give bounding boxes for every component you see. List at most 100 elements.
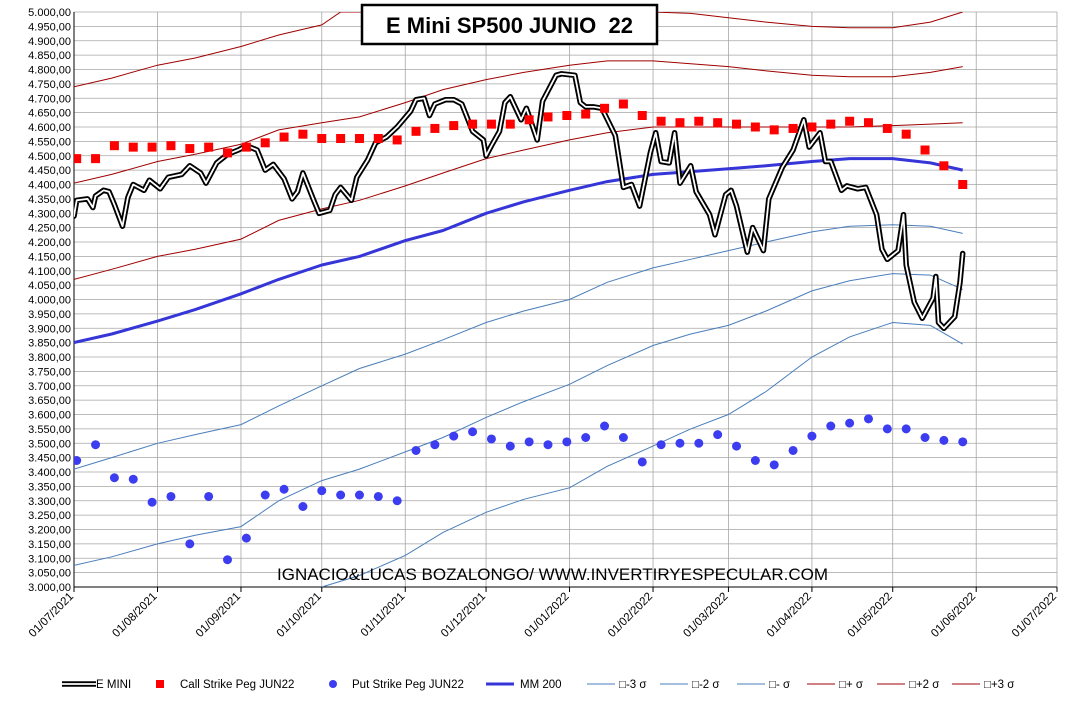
put-strike-marker [618, 433, 628, 442]
put-strike-marker [524, 437, 534, 447]
legend-label: □+2 σ [909, 679, 939, 691]
x-tick-label: 01/07/2021 [27, 591, 76, 640]
y-tick-label: 4.100,00 [28, 266, 71, 278]
put-strike-marker [505, 441, 515, 451]
y-tick-label: 3.350,00 [28, 481, 71, 493]
put-strike-marker [543, 440, 553, 450]
call-strike-marker [713, 118, 723, 128]
call-strike-marker [74, 154, 82, 164]
call-strike-marker [656, 116, 666, 126]
y-tick-label: 3.450,00 [28, 453, 71, 465]
y-tick-label: 3.850,00 [28, 338, 71, 350]
call-strike-marker [449, 121, 459, 131]
y-tick-label: 4.600,00 [28, 122, 71, 134]
y-tick-label: 4.500,00 [28, 151, 71, 163]
legend-item: □+2 σ [877, 679, 939, 691]
y-tick-label: 3.600,00 [28, 410, 71, 422]
legend-item: Call Strike Peg JUN22 [156, 679, 294, 691]
call-strike-marker [675, 118, 685, 128]
put-strike-marker [449, 431, 459, 441]
sigma-band-line [74, 122, 963, 280]
call-strike-marker [505, 119, 515, 129]
call-strike-marker [91, 154, 101, 164]
y-tick-label: 4.650,00 [28, 108, 71, 120]
put-strike-marker [486, 434, 496, 444]
y-tick-label: 3.750,00 [28, 366, 71, 378]
put-strike-marker [656, 440, 666, 450]
y-tick-label: 3.150,00 [28, 539, 71, 551]
put-strike-marker [430, 440, 440, 450]
call-strike-marker [543, 112, 553, 122]
call-strike-marker [185, 144, 195, 154]
put-strike-marker [713, 430, 723, 440]
call-strike-marker [863, 118, 873, 128]
x-tick-label: 01/06/2022 [929, 591, 978, 640]
put-strike-marker [166, 491, 176, 501]
emini-line-inner [74, 72, 964, 330]
call-strike-marker [581, 109, 591, 119]
call-strike-marker [204, 142, 214, 152]
legend-item: MM 200 [486, 679, 562, 691]
call-strike-marker [298, 129, 308, 139]
put-strike-marker [863, 414, 873, 424]
put-strike-marker [109, 473, 119, 483]
legend-item: □+3 σ [952, 679, 1014, 691]
call-strike-marker [694, 116, 704, 126]
y-tick-label: 4.050,00 [28, 280, 71, 292]
y-tick-label: 4.400,00 [28, 180, 71, 192]
legend-label: □+ σ [839, 679, 863, 691]
watermark-text: IGNACIO&LUCAS BOZALONGO/ WWW.INVERTIRYES… [277, 565, 828, 584]
call-strike-marker [223, 148, 233, 158]
y-tick-label: 4.800,00 [28, 65, 71, 77]
call-strike-marker [260, 138, 270, 148]
legend-item: □- σ [737, 679, 790, 691]
y-tick-label: 4.150,00 [28, 251, 71, 263]
grid-lines [73, 11, 1058, 588]
put-strike-marker [901, 424, 911, 434]
y-tick-label: 3.500,00 [28, 438, 71, 450]
put-strike-marker [600, 421, 610, 431]
y-tick-label: 4.350,00 [28, 194, 71, 206]
x-tick-label: 01/08/2021 [110, 591, 159, 640]
put-strike-marker [939, 435, 949, 445]
put-strike-marker [788, 445, 798, 455]
y-tick-label: 3.900,00 [28, 323, 71, 335]
y-tick-label: 3.300,00 [28, 496, 71, 508]
y-tick-label: 3.050,00 [28, 568, 71, 580]
sigma-band-line [321, 321, 963, 587]
y-tick-label: 4.700,00 [28, 93, 71, 105]
put-strike-marker [354, 490, 364, 500]
call-strike-marker [468, 119, 478, 129]
call-strike-marker [166, 141, 176, 151]
legend-label: □- σ [769, 679, 790, 691]
call-strike-marker [128, 142, 138, 152]
put-strike-marker [147, 497, 157, 507]
y-tick-label: 4.200,00 [28, 237, 71, 249]
call-strike-marker [901, 129, 911, 139]
legend-label: □-2 σ [692, 679, 719, 691]
chart-title-box: E Mini SP500 JUNIO 22 [360, 3, 659, 46]
legend-item: Put Strike Peg JUN22 [329, 679, 464, 691]
y-tick-label: 4.750,00 [28, 79, 71, 91]
x-tick-label: 01/01/2022 [522, 591, 571, 640]
chart-title: E Mini SP500 JUNIO 22 [386, 13, 633, 38]
put-strike-marker [298, 502, 308, 511]
put-strike-marker [826, 421, 836, 431]
call-strike-marker [882, 123, 892, 133]
call-strike-marker [958, 180, 968, 189]
call-strike-marker [392, 135, 402, 145]
put-strike-marker [241, 533, 251, 543]
call-strike-marker [769, 125, 779, 135]
put-strike-marker [468, 427, 478, 437]
call-strike-marker [637, 111, 647, 120]
put-strike-marker [581, 433, 591, 442]
put-strike-marker [769, 460, 779, 470]
put-strike-marker [958, 437, 968, 447]
y-tick-label: 3.000,00 [28, 582, 71, 594]
x-tick-label: 01/11/2021 [359, 591, 408, 640]
y-tick-label: 3.550,00 [28, 424, 71, 436]
call-strike-marker [354, 134, 364, 143]
x-tick-label: 01/12/2021 [439, 591, 488, 640]
x-tick-label: 01/05/2022 [846, 591, 895, 640]
call-strike-marker [600, 103, 610, 113]
